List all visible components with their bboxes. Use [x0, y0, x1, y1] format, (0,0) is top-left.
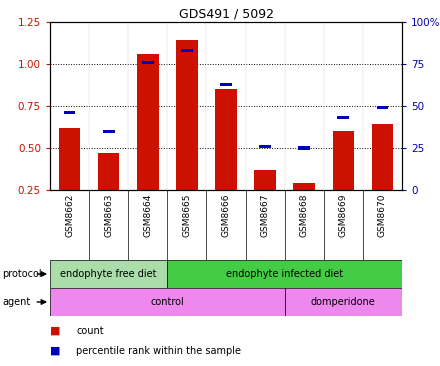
Bar [293, 183, 315, 190]
Text: GSM8667: GSM8667 [260, 194, 270, 237]
Bar [220, 83, 232, 86]
Bar [377, 106, 389, 109]
Text: count: count [77, 326, 104, 336]
Bar [337, 116, 349, 119]
Text: GSM8669: GSM8669 [339, 194, 348, 237]
Text: GSM8665: GSM8665 [183, 194, 191, 237]
Bar [215, 89, 237, 190]
Text: endophyte infected diet: endophyte infected diet [226, 269, 343, 279]
Bar [137, 54, 158, 190]
Text: control: control [150, 297, 184, 307]
Text: GSM8662: GSM8662 [65, 194, 74, 237]
Text: GSM8668: GSM8668 [300, 194, 309, 237]
Text: GSM8664: GSM8664 [143, 194, 152, 237]
Bar [142, 61, 154, 64]
Text: GSM8666: GSM8666 [221, 194, 231, 237]
Bar [98, 153, 119, 190]
Bar [167, 260, 402, 288]
Text: protocol: protocol [2, 269, 42, 279]
Bar [50, 260, 167, 288]
Bar [254, 170, 276, 190]
Bar [372, 124, 393, 190]
Bar [176, 41, 198, 190]
Bar [64, 111, 76, 114]
Text: GSM8670: GSM8670 [378, 194, 387, 237]
Bar [285, 288, 402, 316]
Text: agent: agent [2, 297, 30, 307]
Text: GSM8663: GSM8663 [104, 194, 113, 237]
Bar [298, 146, 310, 150]
Bar [259, 145, 271, 148]
Bar [181, 49, 193, 52]
Title: GDS491 / 5092: GDS491 / 5092 [179, 8, 274, 21]
Bar [59, 128, 81, 190]
Text: percentile rank within the sample: percentile rank within the sample [77, 346, 242, 356]
Text: ■: ■ [50, 326, 61, 336]
Bar [103, 130, 114, 133]
Text: domperidone: domperidone [311, 297, 376, 307]
Text: endophyte free diet: endophyte free diet [60, 269, 157, 279]
Bar [333, 131, 354, 190]
Text: ■: ■ [50, 346, 61, 356]
Bar [50, 288, 285, 316]
